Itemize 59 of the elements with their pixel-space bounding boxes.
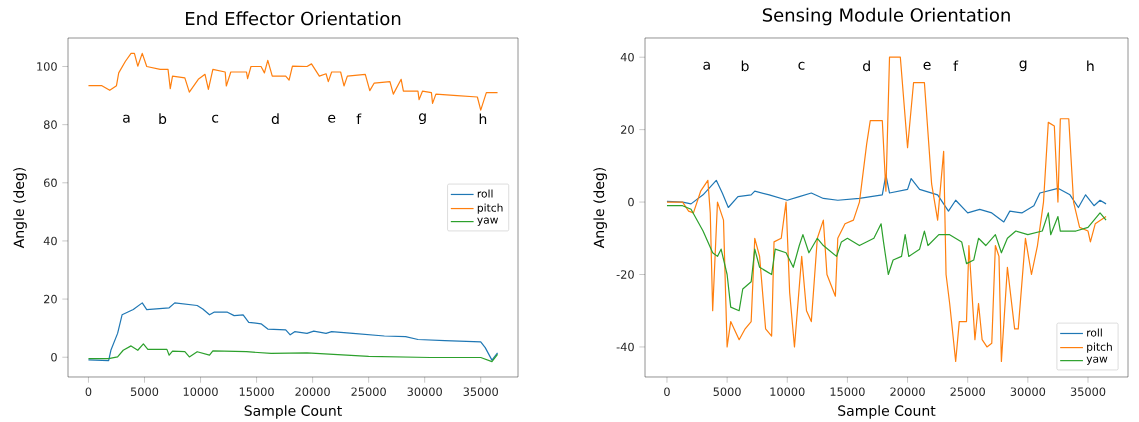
x-axis-title: Sample Count [244,405,342,419]
legend-label: roll [477,189,493,198]
annotation: e [923,61,931,70]
annotation: f [953,60,959,72]
legend-label: roll [1087,328,1102,337]
legend-label: pitch [477,203,503,214]
annotation: e [328,114,336,123]
chart-title: End Effector Orientation [186,11,401,26]
annotation: f [356,113,362,124]
x-tick-label: 10000 [183,387,218,396]
annotation: h [1087,60,1094,72]
y-tick-label: -20 [616,270,634,279]
y-tick-label: 100 [37,62,57,71]
annotation: h [479,113,487,124]
annotation: g [1019,60,1027,72]
x-axis-title: Sample Count [838,405,936,419]
line-series [666,205,1107,312]
x-tick-label: 30000 [407,387,442,396]
line-series [87,52,499,111]
x-tick-label: 20000 [295,387,330,396]
legend-label: yaw [477,217,498,226]
y-tick-label: 20 [44,294,57,304]
x-tick-label: 15000 [830,387,865,396]
x-tick-label: 20000 [890,387,925,396]
annotation: a [123,114,130,123]
annotation: d [271,113,279,125]
line-series [87,302,499,362]
x-tick-label: 0 [85,387,92,396]
y-tick-label: 20 [621,125,634,134]
legend-label: pitch [1087,342,1112,353]
x-tick-label: 25000 [351,387,386,396]
chart-title: Sensing Module Orientation [762,7,1010,26]
annotation: d [863,60,870,72]
x-tick-label: 35000 [463,387,498,396]
annotation: c [798,61,805,70]
x-tick-label: 0 [664,387,670,396]
y-tick-label: 40 [43,236,57,246]
y-tick-label: 80 [43,120,57,129]
y-tick-label: 40 [620,52,634,62]
x-tick-label: 30000 [1010,387,1046,396]
annotation: g [418,113,426,125]
annotation: b [159,113,167,125]
y-tick-label: -40 [616,342,634,352]
annotation: b [741,60,749,72]
x-tick-label: 5000 [130,387,159,396]
annotation: a [703,61,710,70]
x-tick-label: 10000 [770,387,805,396]
legend-label: yaw [1086,356,1108,365]
x-tick-label: 15000 [239,387,274,396]
y-axis-title: Angle (deg) [593,167,607,249]
y-axis-title: Angle (deg) [13,167,27,249]
x-tick-label: 5000 [713,387,741,396]
line-series [87,343,499,363]
x-tick-label: 25000 [950,387,985,396]
annotation: c [212,114,219,123]
y-tick-label: 0 [628,197,634,207]
y-tick-label: 60 [43,178,57,188]
x-tick-label: 35000 [1070,387,1106,396]
y-tick-label: 0 [51,352,57,362]
